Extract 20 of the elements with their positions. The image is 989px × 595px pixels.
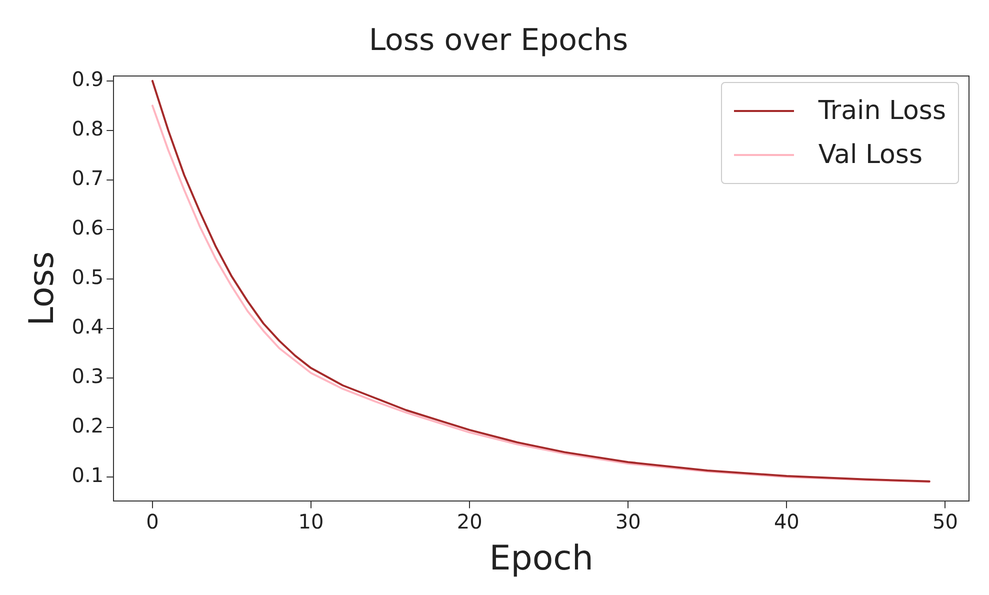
y-tick-label: 0.4 [72, 314, 104, 339]
y-tick-label: 0.6 [72, 216, 104, 240]
x-tick-label: 40 [774, 509, 800, 534]
legend-label: Train Loss [818, 96, 946, 126]
y-tick-label: 0.8 [72, 116, 104, 141]
legend-label: Val Loss [818, 140, 923, 170]
x-tick-label: 20 [456, 509, 482, 534]
y-tick-label: 0.5 [72, 265, 104, 290]
chart-title: Loss over Epochs [368, 22, 628, 58]
y-tick-label: 0.1 [72, 463, 104, 488]
y-axis-title: Loss [22, 251, 62, 326]
x-tick-label: 50 [932, 509, 958, 534]
x-tick-label: 30 [615, 509, 641, 534]
y-tick-label: 0.7 [72, 166, 104, 190]
y-tick-label: 0.2 [72, 414, 104, 438]
x-tick-label: 0 [146, 509, 159, 534]
x-tick-label: 10 [298, 509, 324, 534]
y-tick-label: 0.9 [72, 67, 104, 92]
x-axis-title: Epoch [489, 538, 594, 578]
y-tick-label: 0.3 [72, 364, 104, 388]
